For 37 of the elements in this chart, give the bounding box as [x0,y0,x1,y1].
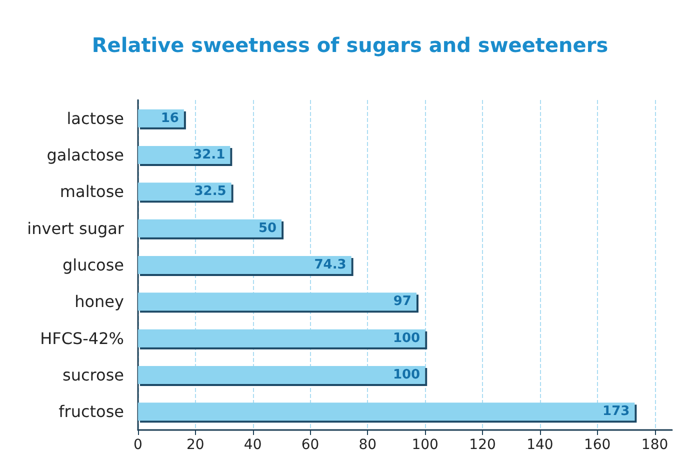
bar [138,329,426,348]
bar [138,292,416,311]
x-tick-label: 0 [134,437,142,453]
data-label: 97 [393,294,412,310]
data-label: 50 [258,220,277,236]
bar [138,146,230,164]
x-tick-label: 100 [412,437,438,453]
bar [138,182,232,201]
y-tick-label: lactose [66,108,124,128]
x-tick-label: 20 [186,437,204,453]
x-tick-label: 120 [469,437,496,453]
y-tick-label: HFCS-42% [40,328,124,348]
y-tick-label: sucrose [62,366,124,384]
y-tick-label: maltose [60,182,124,202]
data-label: 32.1 [193,148,226,162]
y-tick-label: fructose [58,402,124,422]
bar [138,366,426,384]
data-label: 100 [392,330,420,346]
bar [138,256,352,274]
data-label: 74.3 [314,258,346,272]
bar [138,402,635,421]
x-tick-label: 140 [526,437,554,453]
x-tick-label: 40 [244,437,262,453]
chart-title: Relative sweetness of sugars and sweeteners [92,33,608,57]
data-label: 16 [160,110,179,126]
y-tick-label: honey [74,292,124,312]
data-label: 32.5 [194,184,226,200]
data-label: 173 [602,404,630,420]
x-tick-label: 180 [641,437,668,453]
bar [138,219,282,238]
x-tick-label: 80 [358,437,377,453]
x-tick-label: 60 [301,437,320,453]
x-tick-label: 160 [584,437,611,453]
y-tick-label: glucose [62,256,124,274]
y-tick-label: galactose [46,146,124,164]
data-label: 100 [392,368,420,382]
y-tick-label: invert sugar [27,218,124,238]
